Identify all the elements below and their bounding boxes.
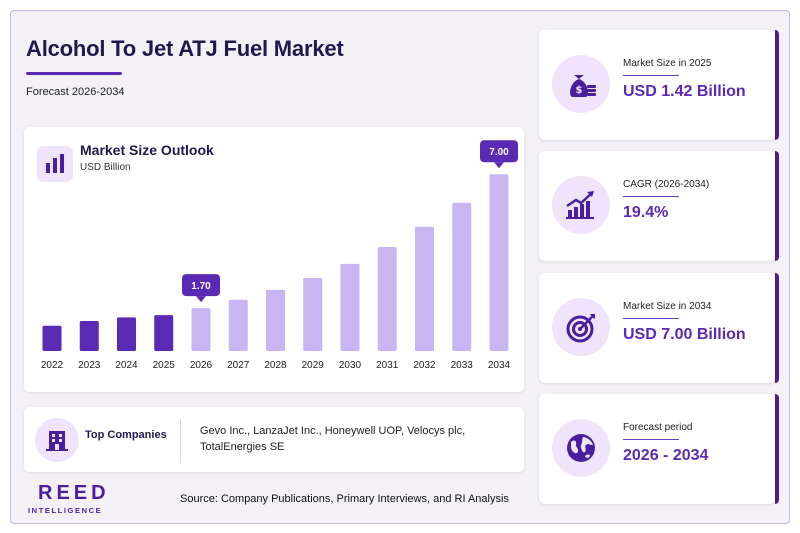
x-tick-label: 2026	[190, 360, 213, 371]
x-tick-label: 2027	[227, 360, 250, 371]
logo-tagline: INTELLIGENCE	[28, 506, 103, 515]
stat-label: Market Size in 2025	[623, 58, 712, 69]
money-bag-icon: $	[552, 55, 610, 113]
x-tick-label: 2029	[302, 360, 325, 371]
stat-rule	[623, 318, 679, 319]
chart-card: Market Size Outlook USD Billion 2022 2023…	[24, 127, 524, 392]
value-label: 7.00	[489, 147, 509, 158]
value-label: 1.70	[191, 281, 211, 292]
bar-2030	[340, 263, 360, 351]
page-title: Alcohol To Jet ATJ Fuel Market	[26, 36, 344, 61]
chart-unit: USD Billion	[80, 162, 131, 173]
bar-2031	[377, 246, 397, 351]
stat-label: Market Size in 2034	[623, 301, 712, 312]
bar-2032	[415, 226, 434, 351]
stat-rule	[623, 196, 679, 197]
chart-title: Market Size Outlook	[80, 142, 214, 158]
x-tick-label: 2024	[115, 360, 138, 371]
top-companies-label: Top Companies	[85, 429, 167, 441]
source-note: Source: Company Publications, Primary In…	[180, 493, 509, 505]
bar-2034	[489, 174, 509, 351]
x-tick-label: 2031	[376, 360, 399, 371]
stat-card-market-size-2034: Market Size in 2034 USD 7.00 Billion	[539, 273, 779, 383]
x-tick-label: 2025	[153, 360, 176, 371]
bar-2025	[154, 315, 174, 351]
divider	[180, 419, 181, 463]
bar-2029	[303, 278, 323, 351]
page-subtitle: Forecast 2026-2034	[26, 86, 125, 98]
globe-icon	[552, 419, 610, 477]
value-callout-2026: 1.70	[182, 274, 220, 303]
x-tick-label: 2028	[264, 360, 287, 371]
x-tick-label: 2022	[41, 360, 64, 371]
bar-chart: 2022 2023 2024 2025 2026 1.70 2027 2028 2029 2030…	[41, 140, 518, 371]
bar-chart-icon	[37, 146, 73, 182]
top-companies-list: Gevo Inc., LanzaJet Inc., Honeywell UOP,…	[200, 425, 466, 453]
bar-2028	[266, 289, 285, 351]
stat-card-cagr: CAGR (2026-2034) 19.4%	[539, 151, 779, 261]
bar-2026	[191, 308, 211, 351]
x-tick-label: 2032	[413, 360, 436, 371]
stat-label: CAGR (2026-2034)	[623, 179, 710, 190]
stat-value: 19.4%	[623, 204, 669, 221]
stat-value: 2026 - 2034	[623, 447, 709, 464]
stat-label: Forecast period	[623, 422, 693, 433]
stat-rule	[623, 439, 679, 440]
stat-value: USD 1.42 Billion	[623, 83, 746, 100]
x-tick-label: 2034	[488, 360, 511, 371]
building-icon	[35, 418, 79, 462]
svg-text:$: $	[576, 85, 583, 96]
x-tick-label: 2030	[339, 360, 362, 371]
title-underline	[26, 72, 122, 75]
stat-value: USD 7.00 Billion	[623, 326, 746, 343]
bar-2023	[79, 320, 99, 351]
target-icon	[552, 298, 610, 356]
stat-card-forecast-period: Forecast period 2026 - 2034	[539, 394, 779, 504]
growth-chart-icon	[552, 176, 610, 234]
bar-2022	[42, 325, 62, 351]
x-tick-label: 2023	[78, 360, 101, 371]
value-callout-2034: 7.00	[480, 140, 518, 169]
stat-card-market-size-2025: $ Market Size in 2025 USD 1.42 Billion	[539, 30, 779, 140]
bar-2024	[117, 317, 136, 351]
stat-rule	[623, 75, 679, 76]
bar-2027	[228, 299, 248, 351]
x-tick-label: 2033	[451, 360, 474, 371]
logo-wordmark: REED	[38, 482, 110, 504]
top-companies-card: Top Companies Gevo Inc., LanzaJet Inc., …	[24, 407, 524, 472]
bar-2033	[452, 202, 472, 351]
